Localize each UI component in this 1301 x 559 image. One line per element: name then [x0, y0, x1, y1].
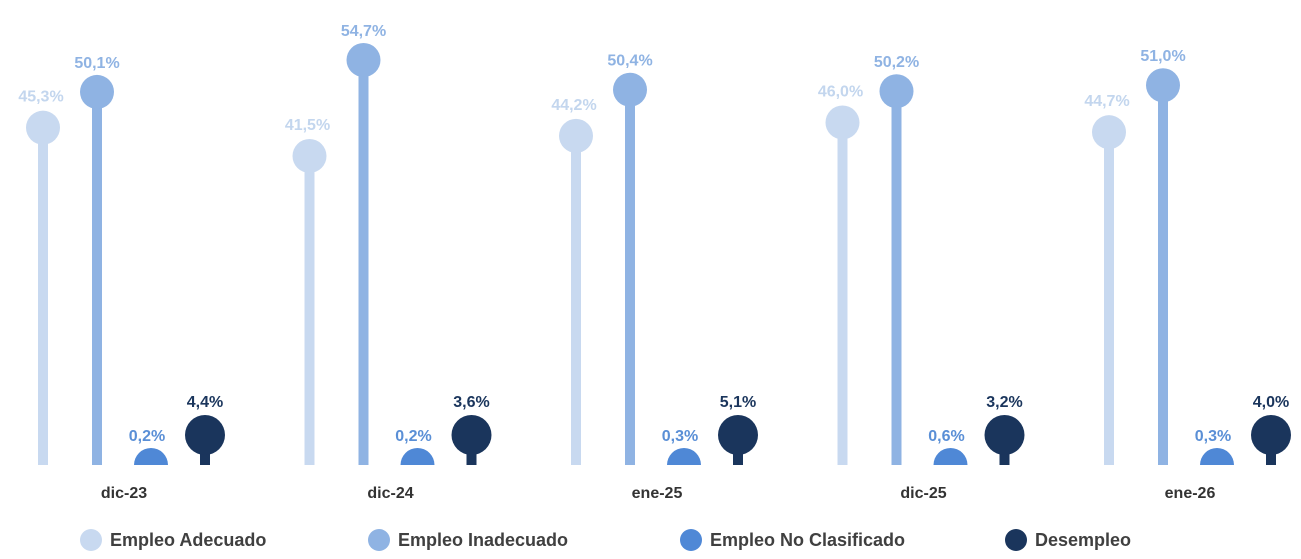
value-label-empleo-inadecuado-dic-25: 50,2%: [874, 54, 919, 71]
dot-empleo-adecuado-ene-25: [559, 118, 593, 153]
value-label-empleo-adecuado-ene-26: 44,7%: [1084, 93, 1129, 110]
stem-empleo-adecuado-ene-26: [1104, 132, 1114, 465]
dot-desempleo-dic-23: [185, 415, 225, 455]
stem-empleo-inadecuado-dic-23: [92, 91, 102, 465]
value-label-empleo-adecuado-dic-23: 45,3%: [18, 89, 63, 106]
category-label-ene-26: ene-26: [1165, 485, 1216, 502]
stem-empleo-adecuado-dic-25: [837, 122, 848, 465]
dot-desempleo-ene-25: [718, 415, 758, 455]
dot-empleo-adecuado-ene-26: [1092, 115, 1126, 150]
category-label-dic-24: dic-24: [367, 485, 413, 502]
value-label-empleo-inadecuado-dic-23: 50,1%: [74, 55, 119, 72]
legend-swatch-empleo-inadecuado: [368, 529, 390, 551]
dot-desempleo-dic-24: [451, 415, 492, 455]
value-label-empleo-no-clasificado-dic-24: 0,2%: [395, 428, 431, 445]
dot-desempleo-dic-25: [984, 415, 1025, 455]
dot-empleo-no-clasificado-dic-24: [400, 448, 435, 465]
value-label-desempleo-dic-23: 4,4%: [187, 394, 223, 411]
value-label-empleo-no-clasificado-ene-26: 0,3%: [1195, 428, 1231, 445]
legend-item-empleo-inadecuado: Empleo Inadecuado: [368, 528, 568, 552]
dot-desempleo-ene-26: [1251, 415, 1291, 455]
legend-item-desempleo: Desempleo: [1005, 528, 1131, 552]
stem-empleo-adecuado-dic-23: [38, 127, 48, 465]
legend-label-empleo-inadecuado: Empleo Inadecuado: [398, 529, 569, 550]
dot-empleo-no-clasificado-dic-23: [134, 448, 168, 465]
category-label-dic-23: dic-23: [101, 485, 147, 502]
value-label-empleo-inadecuado-dic-24: 54,7%: [341, 23, 386, 40]
value-label-desempleo-ene-26: 4,0%: [1253, 394, 1289, 411]
dot-empleo-no-clasificado-dic-25: [933, 448, 968, 465]
value-label-desempleo-dic-25: 3,2%: [986, 394, 1022, 411]
dot-empleo-inadecuado-dic-25: [879, 74, 914, 109]
dot-empleo-no-clasificado-ene-25: [667, 448, 701, 465]
legend-swatch-desempleo: [1005, 529, 1027, 551]
value-label-empleo-inadecuado-ene-26: 51,0%: [1140, 48, 1185, 65]
stem-empleo-inadecuado-dic-25: [891, 91, 902, 466]
legend: Empleo Adecuado Empleo Inadecuado Empleo…: [0, 522, 1301, 556]
dot-empleo-inadecuado-ene-26: [1146, 68, 1180, 103]
value-label-empleo-adecuado-ene-25: 44,2%: [551, 97, 596, 114]
legend-item-empleo-no-clasificado: Empleo No Clasificado: [680, 528, 905, 552]
dot-empleo-inadecuado-dic-23: [80, 74, 114, 109]
value-label-desempleo-ene-25: 5,1%: [720, 394, 756, 411]
dot-empleo-adecuado-dic-25: [825, 105, 860, 140]
dot-empleo-adecuado-dic-24: [292, 138, 327, 173]
legend-item-empleo-adecuado: Empleo Adecuado: [80, 528, 266, 552]
value-label-empleo-inadecuado-ene-25: 50,4%: [607, 53, 652, 70]
value-label-empleo-no-clasificado-ene-25: 0,3%: [662, 428, 698, 445]
stem-empleo-adecuado-ene-25: [571, 135, 581, 465]
dot-empleo-adecuado-dic-23: [26, 110, 60, 145]
value-label-empleo-no-clasificado-dic-23: 0,2%: [129, 428, 165, 445]
legend-swatch-empleo-adecuado: [80, 529, 102, 551]
stem-empleo-adecuado-dic-24: [304, 155, 315, 466]
value-label-desempleo-dic-24: 3,6%: [453, 394, 489, 411]
dot-empleo-inadecuado-dic-24: [346, 43, 381, 77]
legend-swatch-empleo-no-clasificado: [680, 529, 702, 551]
stem-empleo-inadecuado-ene-26: [1158, 85, 1168, 465]
stem-empleo-inadecuado-ene-25: [625, 89, 635, 465]
category-label-ene-25: ene-25: [632, 485, 683, 502]
dot-empleo-inadecuado-ene-25: [613, 72, 647, 107]
lollipop-chart: 45,3% 50,1% 0,2% 4,4% dic-23 41,5% 54,7% 0,2% 3,…: [18, 23, 1291, 502]
legend-label-desempleo: Desempleo: [1035, 529, 1132, 550]
legend-label-empleo-no-clasificado: Empleo No Clasificado: [710, 529, 906, 550]
dot-empleo-no-clasificado-ene-26: [1200, 448, 1234, 465]
value-label-empleo-adecuado-dic-24: 41,5%: [285, 117, 330, 134]
value-label-empleo-no-clasificado-dic-25: 0,6%: [928, 428, 964, 445]
legend-label-empleo-adecuado: Empleo Adecuado: [110, 529, 267, 550]
category-label-dic-25: dic-25: [900, 485, 946, 502]
value-label-empleo-adecuado-dic-25: 46,0%: [818, 83, 863, 100]
stem-empleo-inadecuado-dic-24: [358, 60, 369, 465]
